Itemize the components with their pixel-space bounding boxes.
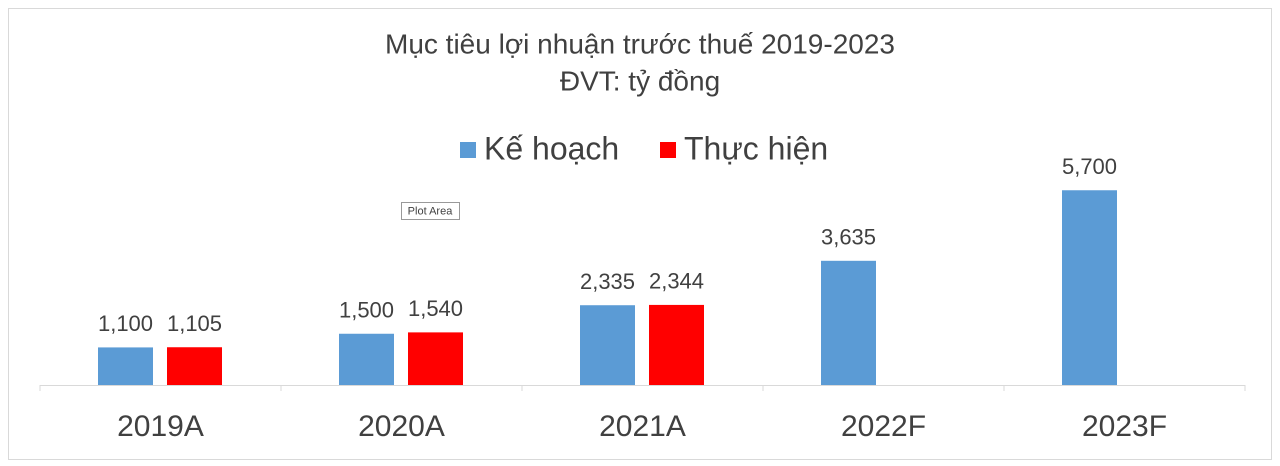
data-label: 2,335 — [580, 269, 635, 294]
data-label: 5,700 — [1062, 154, 1117, 179]
x-tick-label: 2019A — [117, 410, 204, 443]
x-tick-label: 2020A — [358, 410, 445, 443]
x-tick-label: 2023F — [1082, 410, 1167, 443]
bar — [580, 305, 635, 385]
data-label: 1,105 — [167, 311, 222, 336]
data-label: 1,500 — [339, 298, 394, 323]
legend-label: Kế hoạch — [484, 130, 619, 166]
bar — [339, 333, 394, 385]
data-label: 3,635 — [821, 225, 876, 250]
bar — [167, 347, 222, 385]
bar — [649, 304, 704, 385]
x-tick-label: 2022F — [841, 410, 926, 443]
chart-title: Mục tiêu lợi nhuận trước thuế 2019-2023 — [385, 28, 895, 59]
legend-swatch — [660, 142, 676, 158]
tooltip: Plot Area — [401, 202, 460, 220]
bar — [98, 347, 153, 385]
bar — [1062, 190, 1117, 385]
x-tick-label: 2021A — [599, 410, 686, 443]
tooltip-text: Plot Area — [408, 205, 454, 217]
bar — [821, 260, 876, 385]
bar — [408, 332, 463, 385]
data-label: 2,344 — [649, 269, 704, 294]
data-label: 1,540 — [408, 296, 463, 321]
legend-swatch — [460, 142, 476, 158]
legend-label: Thực hiện — [684, 130, 828, 166]
tooltip-box — [401, 202, 460, 220]
chart-subtitle: ĐVT: tỷ đồng — [560, 65, 720, 96]
data-label: 1,100 — [98, 311, 153, 336]
